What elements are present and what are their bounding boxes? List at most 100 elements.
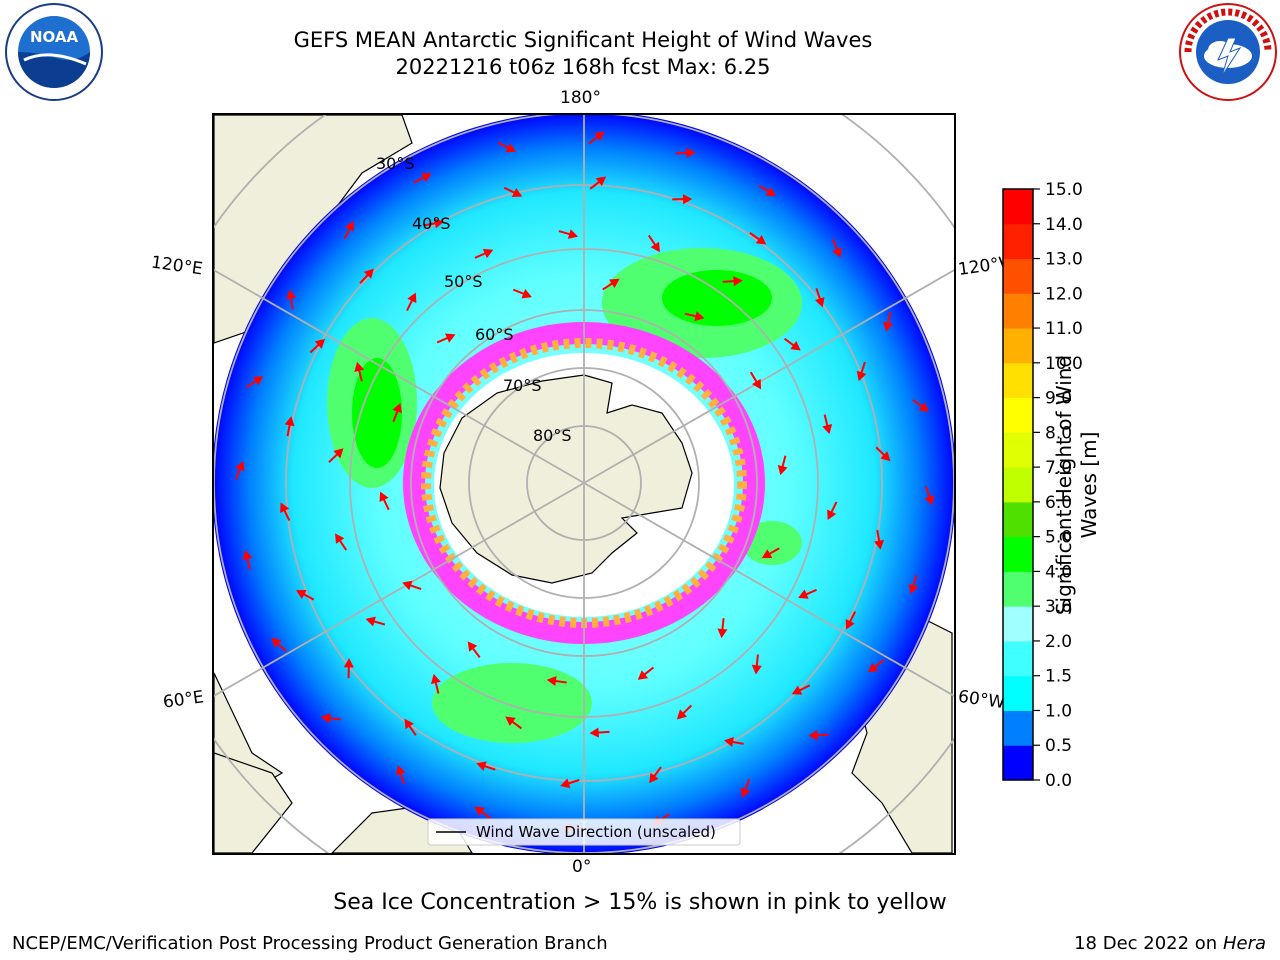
- wave-arrow-head: [649, 772, 659, 784]
- wave-arrow-head: [314, 338, 326, 349]
- wave-arrow-head: [589, 727, 599, 738]
- wave-arrow-head: [482, 248, 494, 259]
- map-legend: Wind Wave Direction (unscaled): [427, 818, 741, 846]
- wave-arrow-head: [761, 549, 773, 559]
- footer-date: 18 Dec 2022 on Hera: [1074, 933, 1266, 954]
- wave-arrow-head: [815, 296, 825, 308]
- colorbar-swatch: [1003, 397, 1033, 433]
- wave-arrow-head: [344, 220, 354, 232]
- wave-arrow-head: [560, 778, 571, 789]
- colorbar-swatch: [1003, 710, 1033, 746]
- wave-arrow-head: [235, 460, 245, 472]
- colorbar-tick-label: 8.0: [1045, 423, 1072, 443]
- wave-arrow-head: [808, 730, 818, 741]
- lon-label-0: 0°: [572, 857, 592, 877]
- wave-arrow-head: [791, 685, 803, 695]
- wave-arrow-head: [918, 402, 929, 412]
- footer-host: Hera: [1222, 933, 1266, 954]
- wave-arrow-head: [798, 589, 809, 599]
- colorbar-tick-label: 6.0: [1045, 493, 1072, 513]
- colorbar-swatch: [1003, 432, 1033, 468]
- colorbar-swatch: [1003, 640, 1033, 677]
- colorbar-swatch: [1003, 258, 1033, 294]
- wave-arrow-head: [751, 664, 762, 675]
- chart-subtitle: 20221216 t06z 168h fcst Max: 6.25: [395, 55, 771, 79]
- colorbar-tick-label: 12.0: [1045, 284, 1083, 304]
- colorbar-swatch: [1003, 606, 1033, 642]
- wave-arrow-head: [637, 670, 649, 680]
- lon-label-60e: 60°E: [161, 687, 206, 713]
- wave-arrow-head: [271, 637, 282, 648]
- wave-arrow-head: [343, 658, 354, 668]
- colorbar-swatch: [1003, 328, 1033, 364]
- lon-label-180: 180°: [560, 88, 601, 108]
- colorbar-tick-label: 1.0: [1045, 701, 1072, 721]
- colorbar-title: Significant Height of Wind Waves [m]: [1052, 354, 1101, 616]
- wave-arrow-head: [924, 495, 935, 506]
- wave-arrow-head: [296, 590, 307, 599]
- wave-arrow-head: [609, 278, 620, 288]
- colorbar-tick-label: 15.0: [1045, 180, 1083, 200]
- nws-logo: [1179, 3, 1277, 101]
- colorbar-tick-label: 1.5: [1045, 667, 1072, 687]
- footer-credit: NCEP/EMC/Verification Post Processing Pr…: [12, 933, 608, 954]
- wave-patch-indian-east-core: [352, 358, 402, 468]
- colorbar-tick-label: 0.0: [1045, 771, 1072, 790]
- wave-arrow-head: [354, 361, 365, 372]
- wave-arrow-head: [546, 676, 557, 687]
- wave-arrow-head: [832, 247, 842, 258]
- wave-arrow-head: [856, 370, 867, 382]
- colorbar-ticks: 0.0 0.5 1.0 1.5 2.0 3.0 4.0 5.0 6.0 7.0 8.0 9.0 10.0…: [1033, 180, 1083, 790]
- wave-arrow-head: [694, 311, 705, 322]
- wave-arrow-head: [404, 718, 414, 730]
- wave-arrow-head: [880, 451, 891, 462]
- lat-label-40s: 40°S: [412, 214, 451, 233]
- wave-arrow-head: [363, 268, 374, 279]
- wave-arrow-head: [717, 628, 728, 639]
- legend-label: Wind Wave Direction (unscaled): [476, 823, 716, 841]
- wave-direction-arrows: [234, 131, 935, 833]
- lat-label-30s: 30°S: [376, 154, 415, 173]
- wave-arrow-head: [777, 464, 788, 476]
- sea-ice-note: Sea Ice Concentration > 15% is shown in …: [333, 890, 947, 915]
- colorbar-swatches: [1003, 189, 1033, 781]
- wave-arrow-head: [755, 235, 767, 245]
- colorbar-tick-label: 10.0: [1045, 354, 1083, 374]
- antarctica-land: [439, 374, 693, 584]
- wave-patch-atlantic: [742, 521, 802, 565]
- wave-arrow-head: [476, 761, 487, 771]
- colorbar-tick-label: 3.0: [1045, 597, 1072, 617]
- wave-arrow-head: [430, 673, 441, 685]
- wave-arrow-head: [320, 713, 331, 724]
- lat-label-60s: 60°S: [475, 325, 514, 344]
- wave-arrow-head: [511, 187, 523, 198]
- colorbar-tick-label: 2.0: [1045, 632, 1072, 652]
- wave-arrow-head: [505, 143, 517, 153]
- wave-arrow-head: [790, 340, 801, 351]
- colorbar-swatch: [1003, 501, 1033, 538]
- wave-arrow-head: [845, 618, 855, 630]
- wave-arrow-head: [595, 176, 607, 187]
- colorbar-swatch: [1003, 745, 1033, 781]
- lon-label-120e: 120°E: [149, 252, 204, 280]
- wave-arrow-head: [252, 376, 264, 386]
- wave-arrow-head: [883, 321, 894, 332]
- colorbar-swatch: [1003, 467, 1033, 503]
- graticule-meridians: [214, 115, 954, 853]
- wave-arrow-head: [474, 806, 485, 816]
- wave-arrow-head: [445, 333, 456, 343]
- wave-arrow-head: [392, 402, 402, 414]
- wave-arrow-head: [421, 173, 432, 183]
- colorbar-tick-label: 0.5: [1045, 736, 1072, 756]
- colorbar-frame: [1002, 188, 1034, 781]
- colorbar-swatch: [1003, 189, 1033, 225]
- wave-arrow-head: [242, 549, 253, 561]
- colorbar-swatch: [1003, 362, 1033, 399]
- wave-arrow-head: [284, 416, 295, 427]
- wave-arrow-head: [765, 187, 777, 197]
- wave-arrow-head: [402, 580, 413, 591]
- colorbar-tick-label: 11.0: [1045, 319, 1083, 339]
- colorbar-tick-label: 7.0: [1045, 458, 1072, 478]
- wave-arrow-head: [827, 509, 837, 520]
- colorbar-swatch: [1003, 675, 1033, 711]
